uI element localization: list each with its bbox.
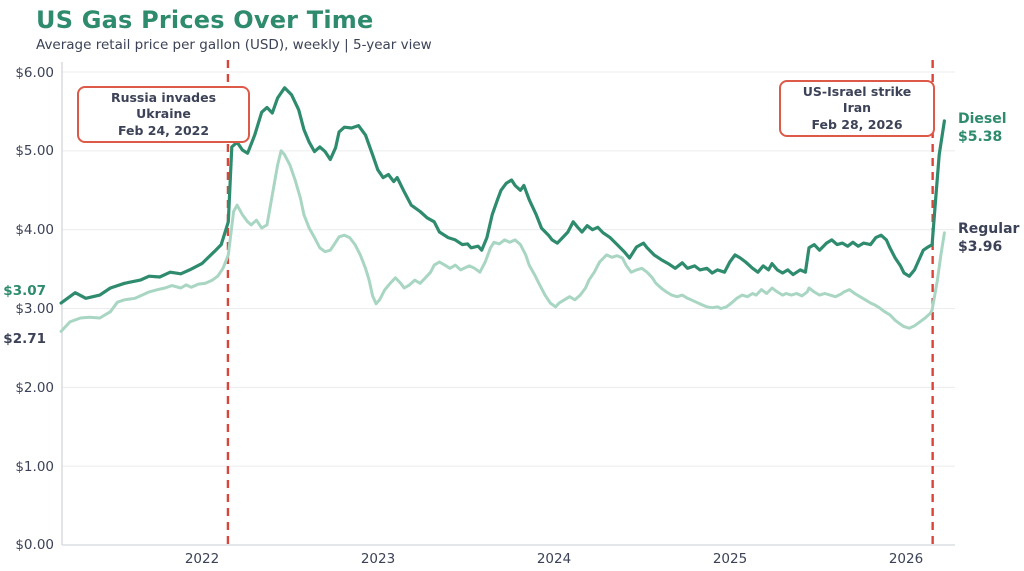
diesel-start-label: $3.07 (3, 283, 46, 299)
page-title: US Gas Prices Over Time (36, 6, 374, 34)
regular-end-name: Regular (958, 221, 1020, 237)
x-tick-2026: 2026 (889, 551, 923, 567)
chart-header: US Gas Prices Over Time Average retail p… (36, 6, 432, 53)
regular-end-value: $3.96 (958, 239, 1002, 255)
y-tick-1: $1.00 (15, 459, 54, 475)
diesel-end-value: $5.38 (958, 129, 1002, 145)
y-tick-3: $3.00 (15, 301, 54, 317)
regular-line (59, 149, 946, 333)
iran-annotation-line2: Feb 28, 2026 (811, 116, 903, 132)
ukraine-annotation-line1: Russia invades Ukraine (110, 90, 217, 122)
y-tick-2: $2.00 (15, 380, 54, 396)
iran-annotation-box: US-Israel strike Iran Feb 28, 2026 (779, 80, 935, 137)
regular-start-label: $2.71 (3, 331, 46, 347)
y-tick-6: $6.00 (15, 65, 54, 81)
y-tick-0: $0.00 (15, 537, 54, 553)
y-tick-4: $4.00 (15, 222, 54, 238)
y-tick-5: $5.00 (15, 143, 54, 159)
diesel-line (59, 86, 946, 305)
gridlines (62, 71, 955, 467)
iran-annotation-line1: US-Israel strike Iran (802, 84, 912, 116)
x-tick-2022: 2022 (185, 551, 219, 567)
ukraine-annotation-line2: Feb 24, 2022 (117, 122, 210, 138)
x-tick-2025: 2025 (713, 551, 747, 567)
diesel-end-name: Diesel (958, 111, 1007, 127)
x-tick-2024: 2024 (537, 551, 571, 567)
ukraine-annotation-box: Russia invades Ukraine Feb 24, 2022 (77, 86, 250, 143)
x-tick-2023: 2023 (361, 551, 395, 567)
page-subtitle: Average retail price per gallon (USD), w… (36, 37, 432, 53)
